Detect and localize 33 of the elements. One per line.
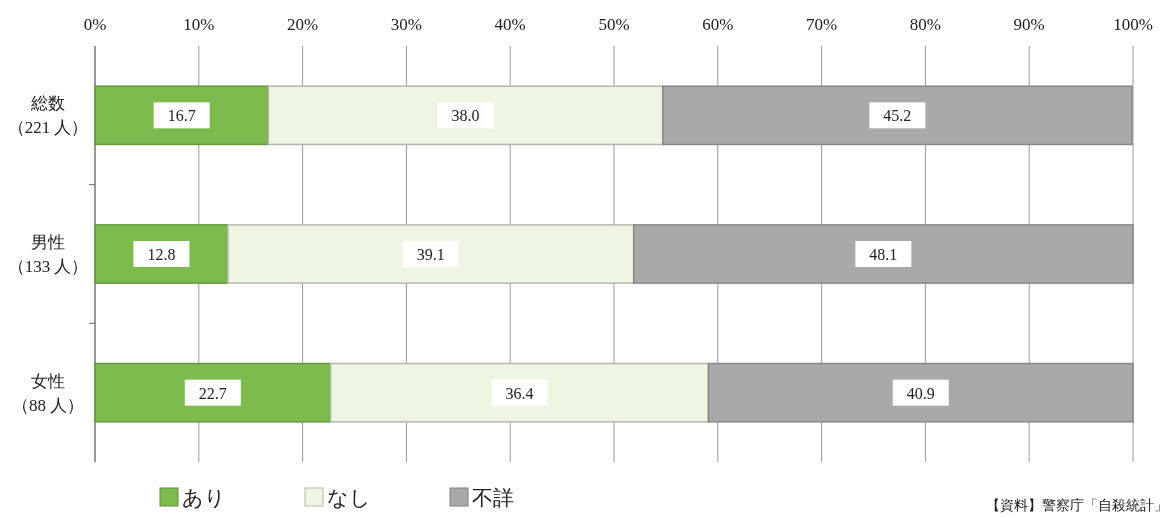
x-tick-label: 90% xyxy=(1013,15,1045,34)
x-tick-label: 40% xyxy=(494,15,526,34)
bar xyxy=(329,362,710,423)
legend-label: なし xyxy=(327,486,371,509)
bar xyxy=(227,224,635,284)
y-tick-label: 男性（133 人） xyxy=(7,233,89,276)
x-tick-label: 20% xyxy=(287,15,319,34)
legend-label: 不詳 xyxy=(472,486,514,509)
bar xyxy=(267,85,664,146)
data-label: 48.1 xyxy=(869,246,898,263)
bar xyxy=(632,224,1134,284)
x-tick-label: 50% xyxy=(598,15,630,34)
data-label: 12.8 xyxy=(147,246,176,263)
data-label: 22.7 xyxy=(198,384,227,402)
y-tick-label: 女性（88 人） xyxy=(11,371,85,415)
legend-label: あり xyxy=(182,486,226,509)
data-label: 16.7 xyxy=(167,107,196,125)
x-tick-label: 100% xyxy=(1113,15,1153,34)
x-tick-label: 60% xyxy=(702,15,734,34)
bar xyxy=(707,362,1134,423)
x-tick-label: 10% xyxy=(183,15,215,34)
data-label: 38.0 xyxy=(451,107,480,125)
x-tick-label: 70% xyxy=(806,15,838,34)
x-tick-label: 30% xyxy=(390,15,422,34)
y-tick-label: 総数（221 人） xyxy=(7,94,89,138)
data-label: 36.4 xyxy=(505,384,534,402)
text: 【資料】警察庁「自殺統計」 xyxy=(986,497,1168,513)
bar xyxy=(662,85,1133,146)
data-label: 40.9 xyxy=(906,384,935,402)
x-tick-label: 80% xyxy=(909,15,941,34)
data-label: 39.1 xyxy=(416,246,445,263)
data-label: 45.2 xyxy=(883,107,912,125)
x-tick-label: 0% xyxy=(83,15,107,34)
